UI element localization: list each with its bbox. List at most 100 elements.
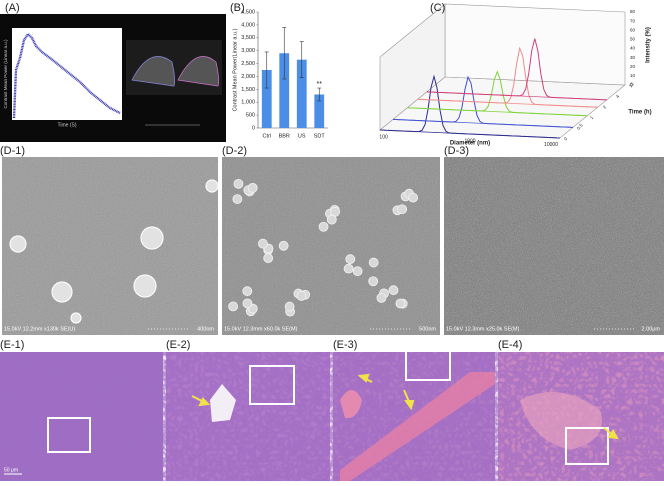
panel-label: (E-4) [498,339,522,351]
y-tick-label: 4,000 [241,22,255,28]
panel-label: (C) [430,2,445,14]
nanoparticle [242,298,253,309]
scale-label: 2.00μm [642,326,661,332]
nanoparticle [70,312,82,324]
sem-texture [444,157,664,335]
arrows [191,373,619,440]
y-tick-label: 3,500 [241,35,255,41]
sem-info: 15.0kV 12.3mm x25.0k SE(M) [446,326,520,332]
time-axis-label: Time (h) [628,110,651,116]
z-tick-label: 80 [630,9,636,14]
time-tick-label: 4 [615,93,621,99]
panel-label: (D-1) [0,145,25,157]
dls-plot [379,3,626,139]
tissue [520,392,602,450]
z-tick-label: 60 [630,27,636,32]
nanoparticle [376,292,387,303]
nanoparticle [133,274,157,298]
nanoparticle [242,286,253,297]
nanoparticle [258,238,268,249]
nanoparticle [368,257,379,268]
panel-label: (D-2) [222,145,247,157]
size-distribution [379,74,561,139]
bar [279,53,290,128]
nanoparticle [318,221,329,232]
bar [296,59,307,128]
bar [314,94,325,128]
nanoparticle [395,298,406,309]
panel-label: (E-1) [0,339,24,351]
y-tick-label: 1,500 [241,87,255,93]
nanoparticle [9,235,27,253]
sem-info: 15.0kV 12.3mm x60.0k SE(M) [224,326,298,332]
x-tick-label: 1000 [464,138,475,144]
y-tick-label: 2,000 [241,74,255,80]
z-tick-label: 70 [630,18,636,23]
arrow-head [607,429,619,440]
size-distribution [426,38,607,101]
scale-label: 50 μm [4,467,18,473]
x-tick-label: US [298,133,306,139]
nanoparticle [352,266,363,277]
nanoparticle [368,276,379,287]
size-distribution [392,75,574,128]
highlight-box [565,427,609,465]
scale-label: 400nm [197,326,214,332]
z-tick-label: 10 [630,73,636,78]
nanoparticle [326,214,337,225]
nanoparticle [233,178,244,189]
time-tick-label: 1 [589,115,595,121]
y-tick-label: 1,000 [241,100,255,106]
y-axis-label: Contrast Mean Power(Linear a.u.) [232,28,238,111]
y-tick-label: 500 [246,113,255,119]
x-tick-label: 10000 [544,142,558,148]
arrow-head [404,400,415,411]
arrow-head [357,373,370,383]
x-axis-label: Diameter (nm) [450,141,490,147]
nanoparticle [345,254,356,265]
sem-info: 15.0kV 12.2mm x130k SE(U) [4,326,75,332]
plot-area [12,28,122,120]
time-tick-label: 2 [602,104,608,110]
z-axis-label: Intensity (%) [646,27,652,63]
x-tick-label: BBR [279,133,290,139]
nanoparticle [388,285,399,296]
nanoparticle [232,194,243,204]
x-axis-label: Time (S) [58,122,77,128]
nanoparticle [408,192,418,203]
back-wall [444,3,626,86]
arrow-head [198,397,211,407]
nanoparticle [140,226,164,250]
y-tick-label: 2,500 [241,61,255,67]
highlight-box [405,345,451,381]
panel-label: (E-2) [166,339,190,351]
size-distribution [407,70,588,117]
vessel [340,390,362,419]
z-tick-label: 50 [630,37,636,42]
z-tick-label: 30 [630,55,636,60]
y-axis-label: Contrast Mean Power (Linear a.u.) [3,39,8,109]
size-distribution [417,46,598,108]
nanoparticle [205,179,219,193]
intensity-curve [12,32,121,119]
scale-label: 500nm [419,326,436,332]
panel-label: (B) [230,2,245,14]
nanoparticle [296,291,307,301]
vessel [210,384,236,422]
nanoparticle [51,281,73,303]
panel-label: (A) [5,2,20,14]
side-wall [379,3,446,131]
nanoparticle [263,253,274,264]
panel-label: (D-3) [444,145,469,157]
nanoparticle [284,301,295,312]
z-tick-label: 20 [630,64,636,69]
vessel [340,372,495,481]
y-tick-label: 3,000 [241,48,255,54]
nanoparticle [278,240,289,251]
y-tick-label: 0 [252,125,255,131]
x-tick-label: SDT [314,133,326,139]
significance: ** [317,81,323,88]
sem-texture [2,157,218,335]
